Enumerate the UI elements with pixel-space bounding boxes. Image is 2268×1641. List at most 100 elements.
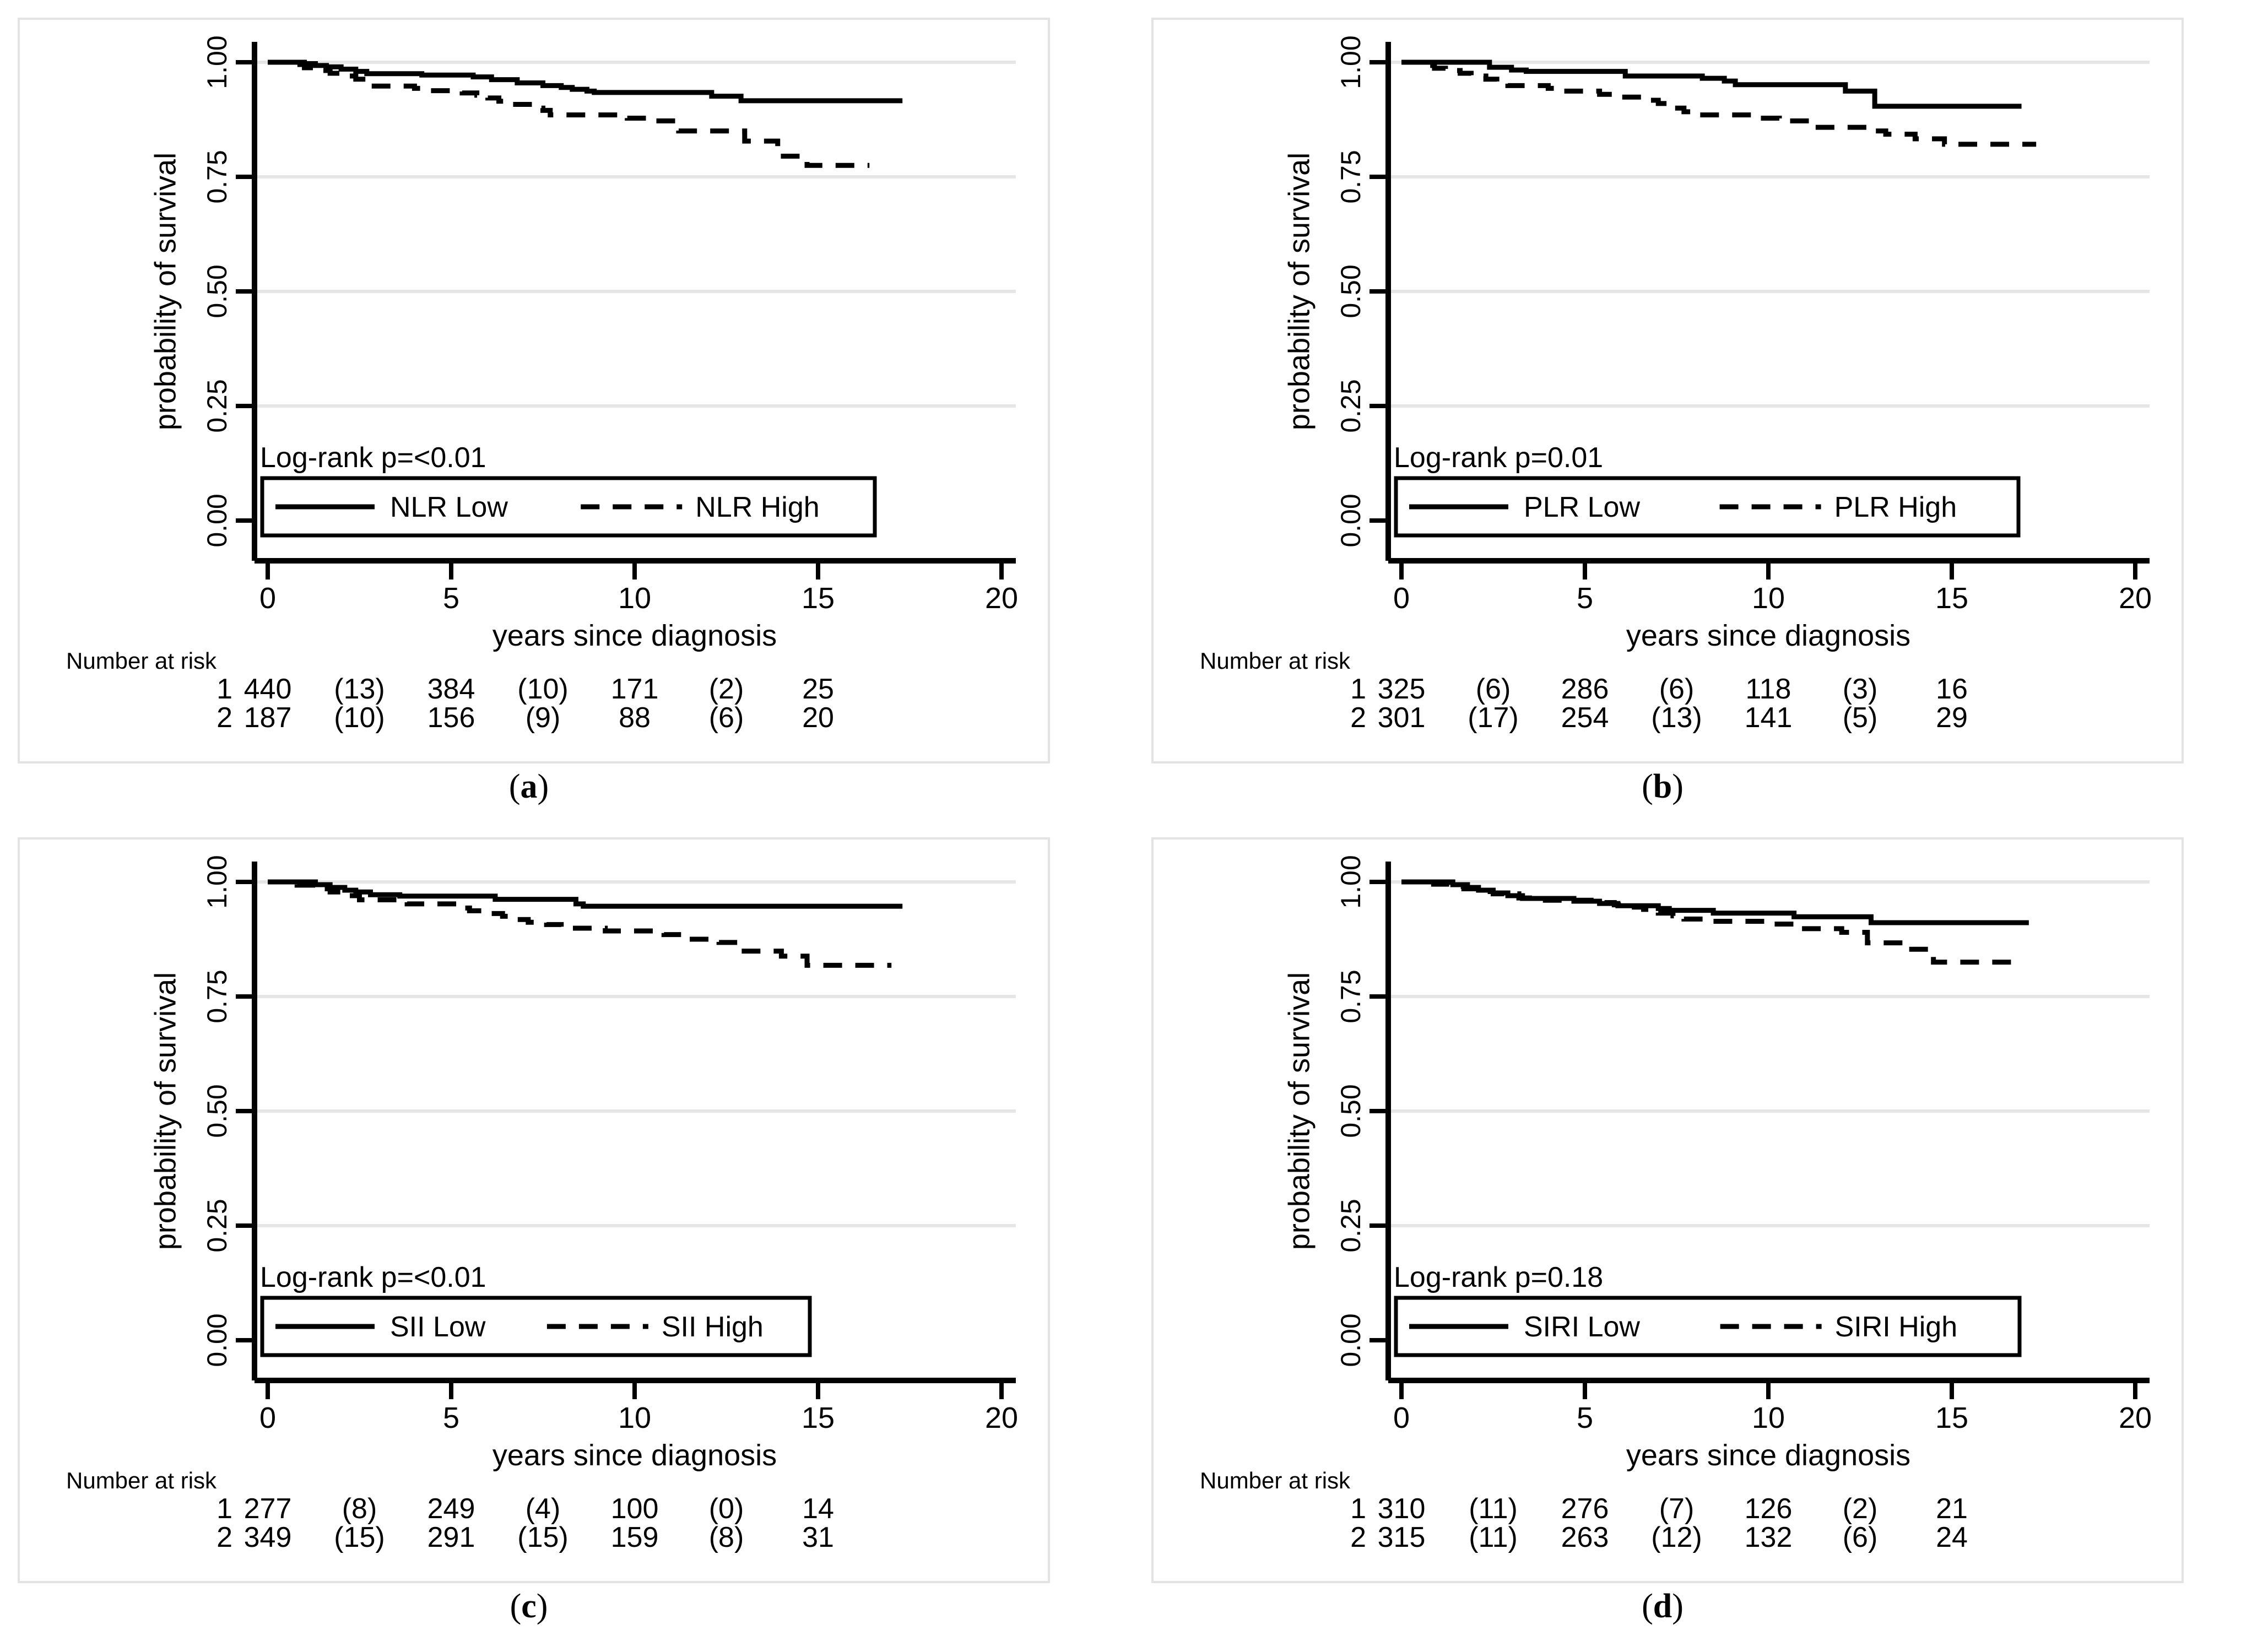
risk-cell: (3)	[1843, 673, 1878, 705]
caption-part: b	[1653, 768, 1672, 805]
risk-cell: (15)	[334, 1521, 385, 1553]
legend-label-high: SIRI High	[1835, 1311, 1958, 1343]
caption-part: )	[537, 1588, 548, 1625]
y-tick-label: 0.25	[202, 1199, 232, 1252]
risk-cell: 100	[611, 1493, 659, 1525]
logrank-p-label: Log-rank p=<0.01	[260, 1261, 486, 1293]
risk-cell: 14	[802, 1493, 834, 1525]
km-curve-nlr-high	[268, 59, 870, 168]
legend-label-low: PLR Low	[1524, 491, 1640, 523]
risk-cell: 291	[427, 1521, 475, 1553]
x-tick-label: 15	[802, 582, 835, 615]
risk-cell: 159	[611, 1521, 659, 1553]
risk-cell: (6)	[1476, 673, 1511, 705]
panel-caption: (c)	[510, 1588, 548, 1625]
risk-cell: (10)	[517, 673, 568, 705]
risk-row-label: 1	[216, 1493, 232, 1525]
km-curve-sii-high	[268, 879, 892, 968]
y-tick-label: 1.00	[1335, 35, 1366, 89]
y-tick-label: 0.25	[202, 379, 232, 432]
km-chart-a: 0.00 0.25 0.50 0.75 1.00 probability of survi…	[18, 18, 1050, 805]
risk-row-label: 2	[1350, 1521, 1366, 1553]
km-curve-siri-high	[1401, 879, 2015, 965]
risk-cell: 440	[244, 673, 292, 705]
risk-table-header: Number at risk	[66, 648, 217, 674]
x-tick-label: 15	[1935, 582, 1968, 615]
y-tick-label: 0.50	[202, 264, 232, 318]
risk-cell: (17)	[1468, 702, 1518, 734]
risk-cell: (4)	[526, 1493, 561, 1525]
risk-cell: 29	[1936, 702, 1968, 734]
caption-part: (	[510, 1588, 522, 1625]
y-tick-label: 0.75	[202, 970, 232, 1023]
km-curve-siri-low	[1401, 879, 2029, 925]
km-curve-nlr-low	[268, 59, 903, 104]
x-tick-label: 20	[2119, 1401, 2152, 1434]
y-tick-label: 0.75	[1335, 970, 1366, 1023]
risk-cell: (7)	[1659, 1493, 1695, 1525]
risk-cell: 254	[1561, 702, 1609, 734]
risk-row-label: 2	[216, 1521, 232, 1553]
y-tick-label: 1.00	[1335, 855, 1366, 908]
legend-label-low: SIRI Low	[1524, 1311, 1640, 1343]
risk-cell: 20	[802, 702, 834, 734]
caption-part: (	[509, 768, 521, 805]
x-tick-label: 20	[2119, 582, 2152, 615]
km-panel-cell-b: 0.00 0.25 0.50 0.75 1.00 probability of survi…	[1134, 0, 2267, 820]
panel-frame	[18, 837, 1050, 1583]
risk-cell: (13)	[334, 673, 385, 705]
km-panel-cell-d: 0.00 0.25 0.50 0.75 1.00 probability of survi…	[1134, 820, 2267, 1639]
panel-frame	[18, 18, 1050, 763]
x-tick-label: 10	[618, 582, 651, 615]
risk-cell: 325	[1378, 673, 1426, 705]
risk-cell: 171	[611, 673, 659, 705]
risk-cell: (8)	[342, 1493, 377, 1525]
y-axis-title: probability of survival	[149, 972, 182, 1250]
caption-part: d	[1653, 1588, 1672, 1625]
risk-cell: 21	[1936, 1493, 1968, 1525]
y-tick-label: 0.00	[202, 1313, 232, 1367]
km-chart-b: 0.00 0.25 0.50 0.75 1.00 probability of survi…	[1151, 18, 2184, 805]
risk-cell: 31	[802, 1521, 834, 1553]
risk-table-header: Number at risk	[1200, 648, 1351, 674]
risk-cell: (0)	[709, 1493, 744, 1525]
risk-cell: 156	[427, 702, 475, 734]
km-curve-plr-low	[1401, 59, 2022, 109]
risk-cell: 249	[427, 1493, 475, 1525]
risk-cell: 310	[1378, 1493, 1426, 1525]
risk-cell: 24	[1936, 1521, 1968, 1553]
risk-cell: 384	[427, 673, 475, 705]
legend-label-high: SII High	[662, 1311, 764, 1343]
caption-part: (	[1642, 1588, 1653, 1625]
risk-cell: 301	[1378, 702, 1426, 734]
x-tick-label: 0	[259, 582, 276, 615]
risk-row-label: 2	[1350, 702, 1366, 734]
x-tick-label: 15	[802, 1401, 835, 1434]
risk-cell: 349	[244, 1521, 292, 1553]
risk-cell: (2)	[709, 673, 744, 705]
y-tick-label: 0.25	[1335, 379, 1366, 432]
km-panel-cell-a: 0.00 0.25 0.50 0.75 1.00 probability of survi…	[0, 0, 1134, 820]
y-tick-label: 0.75	[202, 150, 232, 203]
risk-cell: (15)	[517, 1521, 568, 1553]
risk-cell: (12)	[1651, 1521, 1702, 1553]
risk-row-label: 1	[216, 673, 232, 705]
panel-caption: (b)	[1642, 768, 1684, 805]
km-chart-d: 0.00 0.25 0.50 0.75 1.00 probability of survi…	[1151, 837, 2184, 1625]
y-axis-title: probability of survival	[1282, 972, 1316, 1250]
risk-cell: (2)	[1843, 1493, 1878, 1525]
y-tick-label: 1.00	[202, 855, 232, 908]
risk-cell: 118	[1746, 673, 1791, 705]
panel-caption: (d)	[1642, 1588, 1684, 1625]
caption-part: )	[1672, 1588, 1684, 1625]
y-tick-label: 0.00	[1335, 494, 1366, 547]
risk-cell: 187	[244, 702, 292, 734]
x-tick-label: 5	[443, 582, 459, 615]
km-panel-cell-c: 0.00 0.25 0.50 0.75 1.00 probability of survi…	[0, 820, 1134, 1639]
risk-cell: 88	[619, 702, 651, 734]
logrank-p-label: Log-rank p=<0.01	[260, 442, 486, 474]
risk-cell: 277	[244, 1493, 292, 1525]
y-tick-label: 0.50	[1335, 264, 1366, 318]
risk-cell: 132	[1745, 1521, 1793, 1553]
risk-cell: (6)	[709, 702, 744, 734]
